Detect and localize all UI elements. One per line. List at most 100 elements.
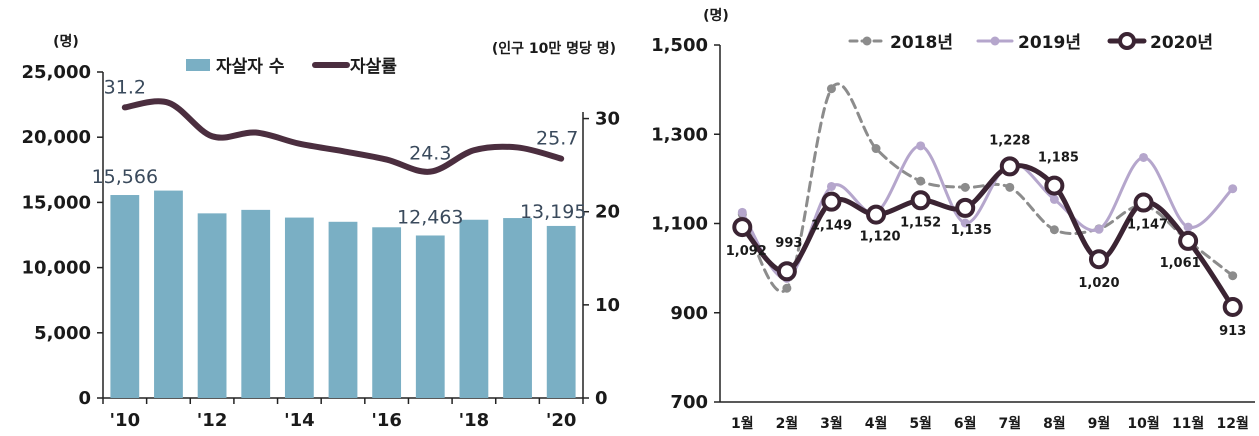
point-2019년-5월 [916,141,925,150]
x-tick-label: 1월 [731,415,754,432]
legend-marker-2019년 [991,37,1000,46]
point-2019년-10월 [1139,153,1148,162]
bar-14 [285,218,314,398]
left-chart-legend: 자살자 수 자살률 [186,57,397,77]
x-tick-label: 4월 [865,415,888,432]
y-tick-label: 900 [670,303,708,324]
x-tick-label: 10월 [1127,415,1159,432]
point-2018년-6월 [961,183,970,192]
data-label-3월: 1,149 [811,219,852,234]
left-y-tick-label: 15,000 [22,192,91,213]
x-tick-label: '12 [197,410,228,431]
x-tick-label: 3월 [820,415,843,432]
right-chart-legend: 2018년 2019년 2020년 [850,33,1213,53]
legend-label-2020년: 2020년 [1150,33,1213,53]
data-label: 31.2 [104,76,146,98]
legend-swatch-bars [186,59,210,71]
data-label-5월: 1,152 [900,215,941,230]
bar-19 [503,218,532,398]
point-2020년-8월 [1046,178,1062,194]
data-label-7월: 1,228 [989,133,1030,148]
data-label: 15,566 [92,166,158,188]
x-tick-label: 8월 [1043,415,1066,432]
point-2020년-6월 [957,200,973,216]
left-chart-bars [110,191,575,398]
data-label: 12,463 [397,206,463,228]
y-axis-unit: (명) [703,7,729,24]
suicide-annual-chart: 05,00010,00015,00020,00025,0000102030(명)… [0,0,630,436]
point-2018년-7월 [1005,183,1014,192]
data-label-9월: 1,020 [1078,276,1119,291]
data-label: 13,195 [520,201,586,223]
x-tick-label: 9월 [1088,415,1111,432]
point-2019년-11월 [1184,223,1193,232]
bar-11 [154,191,183,398]
point-2019년-8월 [1050,195,1059,204]
point-2019년-3월 [827,182,836,191]
x-tick-label: 5월 [909,415,932,432]
monthly-suicide-chart: 700 900 1,100 1,300 1,500 (명) 1월 2월 3월 4월 5월 6월 7월 8월… [630,0,1259,436]
point-2019년-9월 [1094,225,1103,234]
x-tick-label: '18 [459,410,490,431]
x-tick-label: 7월 [998,415,1021,432]
bar-18 [460,220,489,398]
left-y-tick-label: 10,000 [22,258,91,279]
point-2020년-10월 [1136,195,1152,211]
data-label: 25.7 [536,128,578,150]
bar-20 [547,226,576,398]
bar-13 [241,210,270,398]
data-label-6월: 1,135 [951,223,992,238]
left-y-tick-label: 25,000 [22,62,91,83]
right-y-tick-label: 10 [595,295,620,316]
point-2018년-4월 [872,144,881,153]
data-label-11월: 1,061 [1160,256,1201,271]
data-label-2월: 993 [775,236,802,251]
data-label-8월: 1,185 [1038,151,1079,166]
point-2020년-2월 [779,263,795,279]
rate-series-line [125,101,561,172]
data-label-1월: 1,092 [726,244,767,259]
x-tick-label: '14 [284,410,315,431]
legend-label-2018년: 2018년 [890,33,953,53]
data-label-4월: 1,120 [859,230,900,245]
left-y-tick-label: 5,000 [34,323,91,344]
right-y-tick-label: 20 [595,202,620,223]
bar-17 [416,235,445,398]
left-chart-rate-line [125,101,561,172]
x-tick-label: '20 [546,410,577,431]
bar-12 [198,213,227,398]
legend-label-bars: 자살자 수 [216,57,285,77]
right-y-axis-unit: (인구 10만 명당 명) [492,40,616,57]
point-2018년-5월 [916,177,925,186]
y-tick-label: 700 [670,392,708,413]
point-2018년-12월 [1228,271,1237,280]
point-2020년-5월 [913,192,929,208]
point-2020년-12월 [1225,299,1241,315]
y-tick-label: 1,100 [651,214,708,235]
x-tick-label: 6월 [954,415,977,432]
point-2019년-1월 [738,208,747,217]
right-chart-lines [734,84,1240,315]
x-tick-label: 2월 [776,415,799,432]
point-2020년-7월 [1002,158,1018,174]
point-2018년-3월 [827,84,836,93]
legend-marker-2020년 [1120,34,1134,48]
x-tick-label: 11월 [1172,415,1204,432]
bar-15 [329,222,358,398]
y-tick-label: 1,500 [651,35,708,56]
point-2020년-3월 [823,194,839,210]
point-2019년-12월 [1228,184,1237,193]
legend-label-line: 자살률 [350,57,397,77]
legend-label-2019년: 2019년 [1018,33,1081,53]
x-tick-label: 12월 [1217,415,1249,432]
x-tick-label: '16 [371,410,402,431]
right-y-tick-label: 30 [595,109,620,130]
point-2020년-1월 [734,219,750,235]
bar-16 [372,227,401,398]
point-2020년-4월 [868,207,884,223]
left-y-axis-unit: (명) [53,33,79,50]
right-y-tick-label: 0 [595,388,608,409]
data-label-12월: 913 [1219,324,1246,339]
data-label: 24.3 [409,143,451,165]
